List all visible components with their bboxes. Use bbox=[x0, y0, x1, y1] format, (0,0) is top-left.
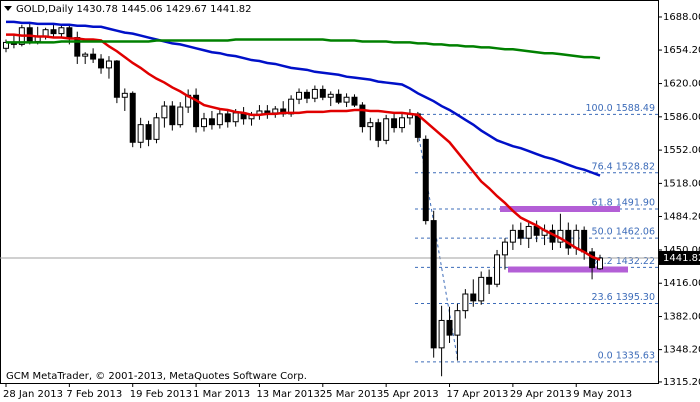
y-tick-label: 1484.20 bbox=[663, 211, 700, 222]
candle-body bbox=[351, 96, 358, 106]
candle-body bbox=[105, 60, 112, 69]
candle-body bbox=[327, 93, 334, 98]
fib-label: 38.2 1432.22 bbox=[592, 256, 655, 267]
y-tick-label: 1450.00 bbox=[663, 245, 700, 256]
candle-body bbox=[375, 122, 382, 141]
last-price-box bbox=[659, 250, 700, 265]
candle-body bbox=[145, 124, 152, 140]
candle-body bbox=[264, 110, 271, 114]
candle-body bbox=[121, 92, 128, 98]
candle-body bbox=[525, 225, 532, 239]
fib-label: 23.6 1395.30 bbox=[592, 292, 655, 303]
candle-body bbox=[66, 27, 73, 39]
plot-frame bbox=[0, 0, 659, 384]
candle-body bbox=[216, 113, 223, 126]
x-tick-label: 7 Feb 2013 bbox=[66, 389, 122, 400]
y-tick-label: 1688.00 bbox=[663, 12, 700, 23]
candle-body bbox=[311, 88, 318, 99]
candle-body bbox=[399, 117, 405, 129]
candle-body bbox=[430, 220, 437, 349]
candle-body bbox=[58, 27, 65, 35]
x-tick-label: 19 Feb 2013 bbox=[130, 389, 192, 400]
candle-body bbox=[169, 105, 176, 126]
candle-body bbox=[113, 60, 120, 98]
candle-body bbox=[367, 122, 374, 128]
fib-label: 50.0 1462.06 bbox=[592, 227, 655, 238]
candle-body bbox=[343, 96, 350, 103]
candle-body bbox=[129, 92, 136, 143]
candle-body bbox=[462, 293, 469, 312]
moving-average bbox=[6, 33, 601, 261]
fib-label: 76.4 1528.82 bbox=[592, 161, 655, 172]
y-tick-label: 1315.20 bbox=[663, 377, 700, 388]
candle-body bbox=[478, 276, 485, 302]
y-tick-label: 1620.00 bbox=[663, 79, 700, 90]
fib-label: 100.0 1588.49 bbox=[585, 103, 655, 114]
chart-title: GOLD,Daily 1430.78 1445.06 1429.67 1441.… bbox=[16, 4, 252, 15]
candle-body bbox=[232, 112, 239, 123]
candle-body bbox=[272, 108, 279, 114]
candle-body bbox=[90, 53, 97, 60]
candle-body bbox=[501, 241, 508, 256]
candle-body bbox=[565, 229, 572, 249]
candle-body bbox=[50, 29, 57, 35]
moving-average bbox=[6, 20, 601, 177]
candle-body bbox=[597, 257, 603, 270]
candle-body bbox=[509, 229, 516, 243]
fib-label: 0.0 1335.63 bbox=[598, 350, 655, 361]
candle-body bbox=[359, 104, 366, 128]
y-tick-label: 1586.00 bbox=[663, 112, 700, 123]
y-tick-label: 1348.20 bbox=[663, 345, 700, 356]
x-tick-label: 13 Mar 2013 bbox=[256, 389, 319, 400]
x-tick-label: 28 Jan 2013 bbox=[3, 389, 63, 400]
candle-body bbox=[494, 254, 501, 285]
x-tick-label: 1 Mar 2013 bbox=[193, 389, 250, 400]
candle-body bbox=[486, 276, 493, 285]
candle-body bbox=[193, 94, 200, 128]
candle-body bbox=[438, 319, 445, 349]
candle-body bbox=[153, 117, 160, 140]
x-tick-label: 5 Apr 2013 bbox=[383, 389, 438, 400]
candle-body bbox=[391, 118, 398, 129]
y-tick-label: 1518.00 bbox=[663, 178, 700, 189]
x-tick-label: 25 Mar 2013 bbox=[320, 389, 383, 400]
candle-body bbox=[517, 229, 524, 239]
x-tick-label: 29 Apr 2013 bbox=[510, 389, 572, 400]
candle-body bbox=[581, 229, 588, 253]
candle-body bbox=[454, 310, 461, 336]
candle-body bbox=[137, 124, 144, 143]
last-price-label: 1441.82 bbox=[663, 253, 700, 264]
x-tick-label: 9 May 2013 bbox=[573, 389, 632, 400]
menu-icon bbox=[4, 6, 12, 11]
candle-body bbox=[470, 293, 477, 302]
candle-body bbox=[208, 118, 215, 126]
candle-body bbox=[224, 113, 231, 123]
candle-body bbox=[177, 106, 184, 126]
candle-body bbox=[422, 138, 429, 222]
footer: GCM MetaTrader, © 2001-2013, MetaQuotes … bbox=[6, 371, 307, 382]
moving-average bbox=[6, 38, 601, 60]
candle-body bbox=[319, 88, 326, 98]
y-tick-label: 1654.20 bbox=[663, 45, 700, 56]
candle-body bbox=[296, 91, 303, 100]
candle-body bbox=[335, 93, 342, 103]
y-tick-label: 1552.00 bbox=[663, 145, 700, 156]
fib-label: 61.8 1491.90 bbox=[592, 197, 655, 208]
candle-body bbox=[446, 319, 453, 336]
candle-body bbox=[82, 53, 89, 57]
candle-body bbox=[383, 118, 390, 141]
x-tick-label: 17 Apr 2013 bbox=[447, 389, 509, 400]
candle-body bbox=[303, 91, 310, 99]
candle-body bbox=[201, 118, 207, 128]
y-tick-label: 1382.00 bbox=[663, 312, 700, 323]
candle-body bbox=[161, 105, 168, 119]
candle-body bbox=[589, 251, 596, 269]
candle-body bbox=[98, 58, 105, 69]
y-tick-label: 1416.00 bbox=[663, 278, 700, 289]
candle-body bbox=[573, 229, 580, 249]
